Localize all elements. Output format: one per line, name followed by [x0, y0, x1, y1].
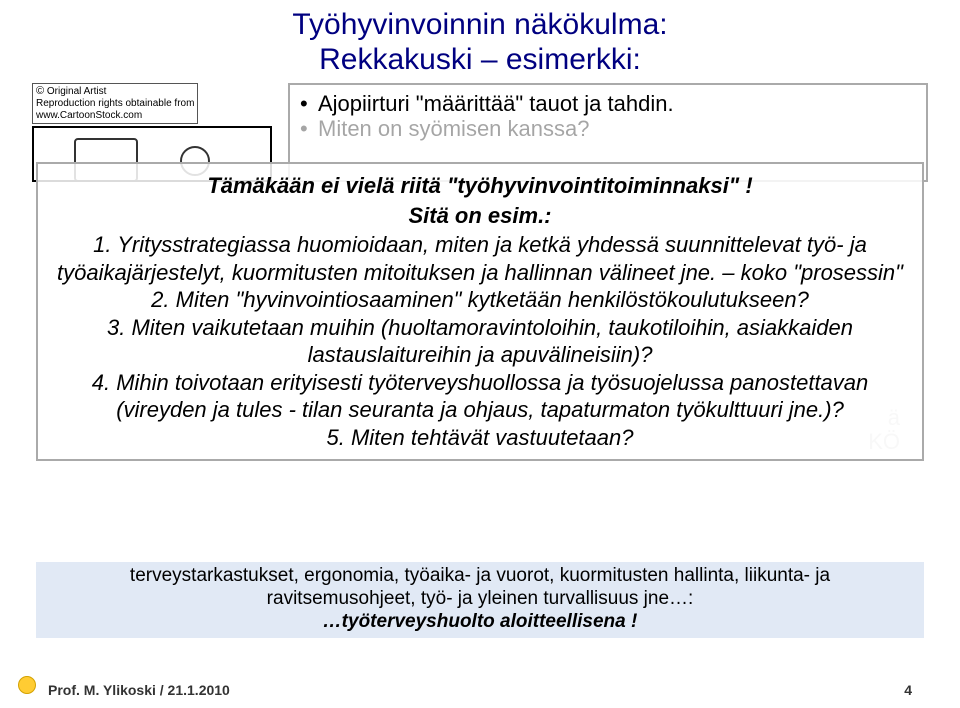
- bullet-dot-icon: •: [300, 91, 318, 116]
- footer-left: Prof. M. Ylikoski / 21.1.2010: [48, 682, 230, 698]
- bottom-line-1: terveystarkastukset, ergonomia, työaika-…: [46, 564, 914, 587]
- copyright-line2: Reproduction rights obtainable from: [36, 98, 194, 109]
- footer: Prof. M. Ylikoski / 21.1.2010 4: [0, 682, 960, 698]
- overlay-item-3: 3. Miten vaikutetaan muihin (huoltamorav…: [54, 314, 906, 369]
- copyright-icon: ©: [36, 85, 44, 97]
- overlay-item-1: 1. Yritysstrategiassa huomioidaan, miten…: [54, 231, 906, 286]
- bottom-line-2: ravitsemusohjeet, työ- ja yleinen turval…: [46, 587, 914, 610]
- cartoon-copyright: © Original Artist Reproduction rights ob…: [32, 83, 198, 124]
- bullet-1: Ajopiirturi "määrittää" tauot ja tahdin.: [318, 91, 674, 116]
- overlay-item-4: 4. Mihin toivotaan erityisesti työtervey…: [54, 369, 906, 424]
- bullet-dot-icon: •: [300, 116, 318, 141]
- bottom-line-3: …työterveyshuolto aloitteellisena !: [46, 610, 914, 633]
- bottom-band: terveystarkastukset, ergonomia, työaika-…: [36, 562, 924, 638]
- copyright-line3: www.CartoonStock.com: [36, 110, 142, 121]
- title-line-2: Rekkakuski – esimerkki:: [24, 43, 936, 78]
- overlay-item-2: 2. Miten "hyvinvointiosaaminen" kytketää…: [54, 286, 906, 314]
- overlay-header-1: Tämäkään ei vielä riitä "työhyvinvointit…: [54, 172, 906, 200]
- overlay-box: Tämäkään ei vielä riitä "työhyvinvointit…: [36, 162, 924, 461]
- bullet-2: Miten on syömisen kanssa?: [318, 116, 589, 141]
- slide-title: Työhyvinvoinnin näkökulma: Rekkakuski – …: [24, 8, 936, 77]
- overlay-header-2: Sitä on esim.:: [54, 202, 906, 230]
- overlay-item-5: 5. Miten tehtävät vastuutetaan?: [54, 424, 906, 452]
- slide: Työhyvinvoinnin näkökulma: Rekkakuski – …: [0, 0, 960, 708]
- copyright-line1: Original Artist: [47, 86, 106, 97]
- page-number: 4: [904, 682, 912, 698]
- overlay-list: 1. Yritysstrategiassa huomioidaan, miten…: [54, 231, 906, 451]
- title-line-1: Työhyvinvoinnin näkökulma:: [24, 8, 936, 43]
